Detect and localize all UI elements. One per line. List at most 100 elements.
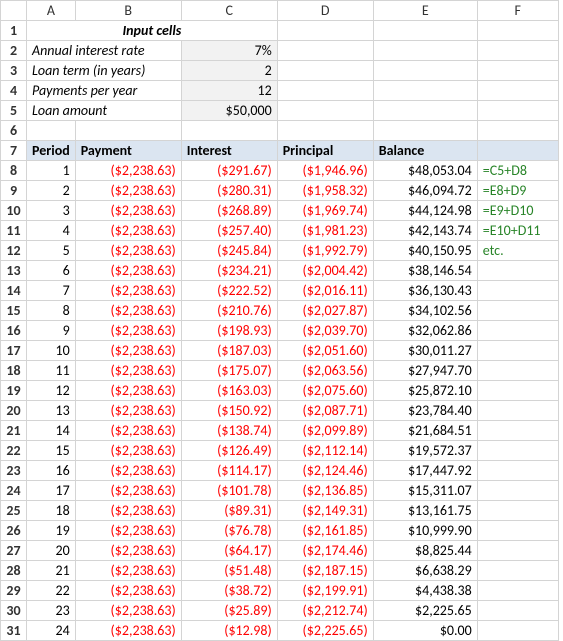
cell-formula-15[interactable] — [477, 441, 558, 461]
cell-principal-9[interactable]: ($2,039.70) — [277, 321, 373, 341]
cell-formula-1[interactable]: =C5+D8 — [477, 161, 558, 181]
row-header-12[interactable]: 12 — [1, 241, 27, 261]
empty-cell[interactable] — [373, 121, 477, 141]
row-header-8[interactable]: 8 — [1, 161, 27, 181]
cell-balance-2[interactable]: $46,094.72 — [373, 181, 477, 201]
row-header-31[interactable]: 31 — [1, 621, 27, 641]
cell-interest-2[interactable]: ($280.31) — [181, 181, 277, 201]
cell-formula-13[interactable] — [477, 401, 558, 421]
cell-interest-13[interactable]: ($150.92) — [181, 401, 277, 421]
cell-formula-5[interactable]: etc. — [477, 241, 558, 261]
cell-payment-13[interactable]: ($2,238.63) — [75, 401, 181, 421]
empty-cell[interactable] — [477, 101, 558, 121]
cell-balance-5[interactable]: $40,150.95 — [373, 241, 477, 261]
cell-payment-22[interactable]: ($2,238.63) — [75, 581, 181, 601]
col-header-D[interactable]: D — [277, 1, 373, 21]
empty-cell[interactable] — [373, 101, 477, 121]
cell-formula-21[interactable] — [477, 561, 558, 581]
cell-principal-21[interactable]: ($2,187.15) — [277, 561, 373, 581]
cell-interest-14[interactable]: ($138.74) — [181, 421, 277, 441]
cell-period-1[interactable]: 1 — [27, 161, 76, 181]
row-header-21[interactable]: 21 — [1, 421, 27, 441]
col-header-F[interactable]: F — [477, 1, 558, 21]
cell-payment-6[interactable]: ($2,238.63) — [75, 261, 181, 281]
empty-cell[interactable] — [477, 41, 558, 61]
cell-period-7[interactable]: 7 — [27, 281, 76, 301]
cell-balance-18[interactable]: $13,161.75 — [373, 501, 477, 521]
cell-principal-4[interactable]: ($1,981.23) — [277, 221, 373, 241]
cell-formula-12[interactable] — [477, 381, 558, 401]
cell-principal-14[interactable]: ($2,099.89) — [277, 421, 373, 441]
cell-balance-1[interactable]: $48,053.04 — [373, 161, 477, 181]
cell-balance-13[interactable]: $23,784.40 — [373, 401, 477, 421]
cell-balance-8[interactable]: $34,102.56 — [373, 301, 477, 321]
empty-cell[interactable] — [277, 81, 373, 101]
cell-balance-4[interactable]: $42,143.74 — [373, 221, 477, 241]
cell-formula-19[interactable] — [477, 521, 558, 541]
empty-cell[interactable] — [477, 21, 558, 41]
cell-period-14[interactable]: 14 — [27, 421, 76, 441]
row-header-3[interactable]: 3 — [1, 61, 27, 81]
empty-cell[interactable] — [277, 121, 373, 141]
empty-cell[interactable] — [373, 61, 477, 81]
cell-period-20[interactable]: 20 — [27, 541, 76, 561]
row-header-19[interactable]: 19 — [1, 381, 27, 401]
cell-balance-19[interactable]: $10,999.90 — [373, 521, 477, 541]
empty-cell[interactable] — [477, 61, 558, 81]
cell-payment-14[interactable]: ($2,238.63) — [75, 421, 181, 441]
cell-principal-19[interactable]: ($2,161.85) — [277, 521, 373, 541]
row-header-22[interactable]: 22 — [1, 441, 27, 461]
empty-cell[interactable] — [75, 121, 181, 141]
cell-balance-9[interactable]: $32,062.86 — [373, 321, 477, 341]
cell-payment-18[interactable]: ($2,238.63) — [75, 501, 181, 521]
cell-principal-11[interactable]: ($2,063.56) — [277, 361, 373, 381]
cell-balance-23[interactable]: $2,225.65 — [373, 601, 477, 621]
empty-cell[interactable] — [373, 41, 477, 61]
cell-period-18[interactable]: 18 — [27, 501, 76, 521]
cell-balance-14[interactable]: $21,684.51 — [373, 421, 477, 441]
cell-interest-4[interactable]: ($257.40) — [181, 221, 277, 241]
cell-period-10[interactable]: 10 — [27, 341, 76, 361]
cell-payment-21[interactable]: ($2,238.63) — [75, 561, 181, 581]
cell-interest-9[interactable]: ($198.93) — [181, 321, 277, 341]
row-header-26[interactable]: 26 — [1, 521, 27, 541]
cell-period-19[interactable]: 19 — [27, 521, 76, 541]
cell-interest-5[interactable]: ($245.84) — [181, 241, 277, 261]
cell-formula-16[interactable] — [477, 461, 558, 481]
cell-payment-10[interactable]: ($2,238.63) — [75, 341, 181, 361]
cell-interest-1[interactable]: ($291.67) — [181, 161, 277, 181]
cell-period-22[interactable]: 22 — [27, 581, 76, 601]
row-header-27[interactable]: 27 — [1, 541, 27, 561]
cell-principal-8[interactable]: ($2,027.87) — [277, 301, 373, 321]
cell-balance-20[interactable]: $8,825.44 — [373, 541, 477, 561]
cell-principal-10[interactable]: ($2,051.60) — [277, 341, 373, 361]
cell-formula-2[interactable]: =E8+D9 — [477, 181, 558, 201]
cell-balance-16[interactable]: $17,447.92 — [373, 461, 477, 481]
cell-payment-3[interactable]: ($2,238.63) — [75, 201, 181, 221]
cell-period-6[interactable]: 6 — [27, 261, 76, 281]
cell-payment-2[interactable]: ($2,238.63) — [75, 181, 181, 201]
cell-period-8[interactable]: 8 — [27, 301, 76, 321]
cell-balance-21[interactable]: $6,638.29 — [373, 561, 477, 581]
cell-interest-18[interactable]: ($89.31) — [181, 501, 277, 521]
cell-payment-24[interactable]: ($2,238.63) — [75, 621, 181, 641]
empty-cell[interactable] — [27, 121, 76, 141]
cell-formula-11[interactable] — [477, 361, 558, 381]
cell-principal-3[interactable]: ($1,969.74) — [277, 201, 373, 221]
empty-cell[interactable] — [277, 101, 373, 121]
cell-period-2[interactable]: 2 — [27, 181, 76, 201]
cell-payment-20[interactable]: ($2,238.63) — [75, 541, 181, 561]
cell-balance-7[interactable]: $36,130.43 — [373, 281, 477, 301]
cell-balance-3[interactable]: $44,124.98 — [373, 201, 477, 221]
row-header-6[interactable]: 6 — [1, 121, 27, 141]
cell-formula-17[interactable] — [477, 481, 558, 501]
cell-interest-6[interactable]: ($234.21) — [181, 261, 277, 281]
cell-principal-20[interactable]: ($2,174.46) — [277, 541, 373, 561]
row-header-11[interactable]: 11 — [1, 221, 27, 241]
empty-cell[interactable] — [277, 21, 373, 41]
cell-principal-17[interactable]: ($2,136.85) — [277, 481, 373, 501]
cell-payment-19[interactable]: ($2,238.63) — [75, 521, 181, 541]
cell-formula-22[interactable] — [477, 581, 558, 601]
cell-period-4[interactable]: 4 — [27, 221, 76, 241]
cell-formula-23[interactable] — [477, 601, 558, 621]
